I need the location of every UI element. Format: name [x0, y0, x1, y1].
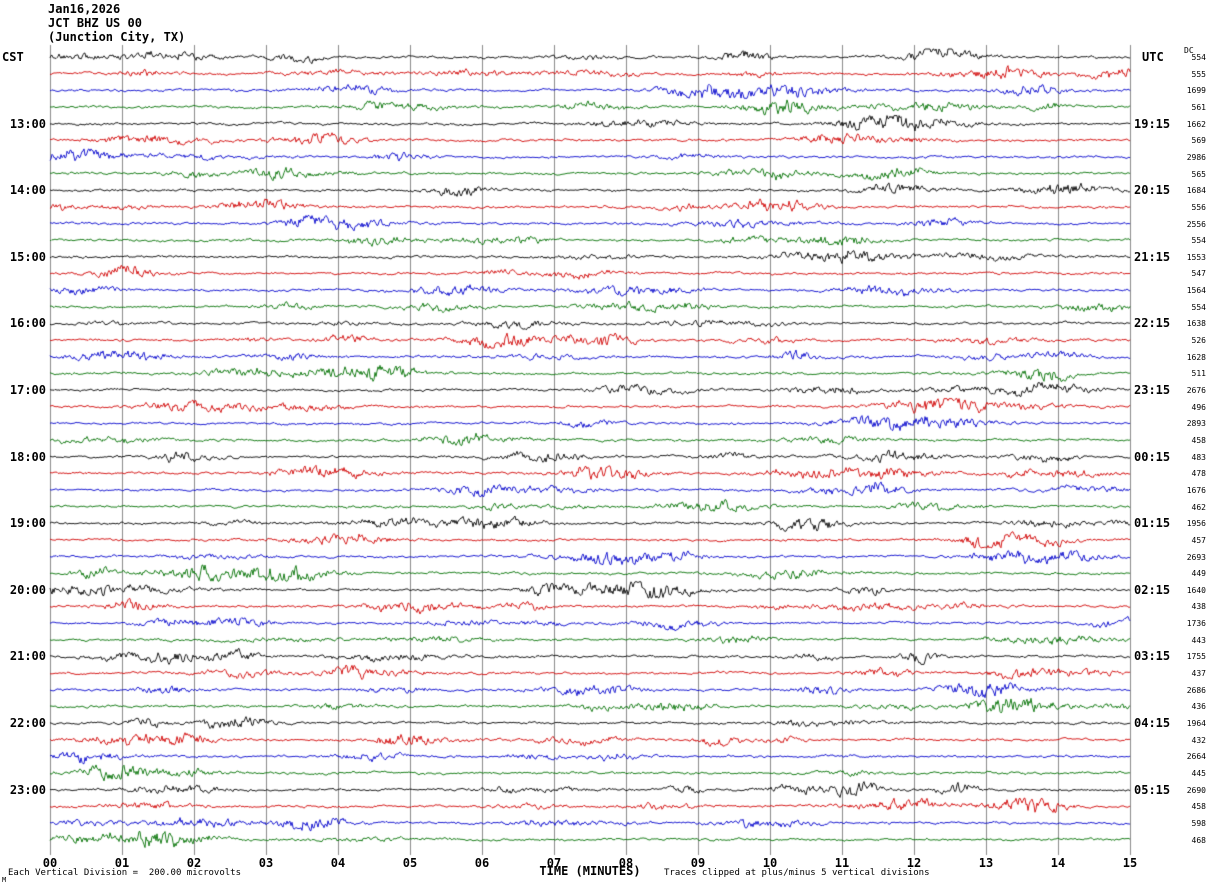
trace-counts-value: 468 [1191, 835, 1206, 845]
x-tick-label: 13 [978, 856, 994, 870]
x-tick-label: 14 [1050, 856, 1066, 870]
trace-counts-value: 2893 [1186, 419, 1206, 429]
utc-hour-label: 04:15 [1134, 716, 1171, 730]
cst-hour-label: 14:00 [9, 183, 46, 198]
trace-counts-value: 1684 [1186, 186, 1206, 196]
trace-counts-value: 554 [1191, 236, 1206, 246]
cst-hour-label: 15:00 [9, 249, 46, 264]
trace-counts-value: 1755 [1186, 652, 1206, 662]
trace-counts-value: 565 [1191, 169, 1206, 179]
x-tick-label: 07 [546, 856, 562, 870]
trace-counts-value: 598 [1191, 818, 1206, 828]
right-timezone-label: UTC [1142, 50, 1164, 64]
trace-counts-value: 511 [1191, 369, 1206, 379]
cst-hour-label: 23:00 [9, 782, 46, 797]
cst-hour-label: 20:00 [9, 582, 46, 597]
trace-counts-value: 458 [1191, 435, 1206, 445]
x-tick-label: 00 [42, 856, 58, 870]
trace-counts-value: 555 [1191, 69, 1206, 79]
x-tick-label: 12 [906, 856, 922, 870]
trace-counts-value: 496 [1191, 402, 1206, 412]
trace-counts-value: 1638 [1186, 319, 1206, 329]
footer-scale-note: Each Vertical Division = 200.00 microvol… [8, 868, 241, 878]
trace-counts-value: 561 [1191, 102, 1206, 112]
x-tick-label: 03 [258, 856, 274, 870]
x-tick-label: 04 [330, 856, 346, 870]
x-tick-label: 02 [186, 856, 202, 870]
trace-counts-value: 436 [1191, 702, 1206, 712]
trace-counts-value: 2676 [1186, 386, 1206, 395]
utc-hour-label: 20:15 [1134, 183, 1171, 198]
header-location: (Junction City, TX) [48, 30, 186, 44]
footer-clip-note: Traces clipped at plus/minus 5 vertical … [664, 868, 930, 878]
header-date: Jan16,2026 [48, 2, 121, 16]
x-tick-label: 08 [618, 856, 634, 870]
trace-counts-value: 1640 [1186, 585, 1206, 595]
x-tick-label: 01 [114, 856, 130, 870]
header-station: JCT BHZ US 00 [48, 16, 142, 30]
utc-hour-label: 05:15 [1134, 782, 1171, 797]
cst-hour-label: 13:00 [9, 116, 46, 131]
trace-counts-value: 554 [1191, 53, 1206, 62]
x-axis-title: TIME (MINUTES) [539, 864, 641, 878]
trace-counts-value: 443 [1191, 635, 1206, 645]
x-tick-label: 11 [834, 856, 850, 870]
trace-counts-value: 2986 [1186, 152, 1206, 162]
left-timezone-label: CST [2, 50, 24, 64]
trace-counts-value: 1964 [1186, 719, 1206, 728]
utc-hour-label: 22:15 [1134, 316, 1171, 331]
trace-counts-value: 462 [1191, 502, 1206, 512]
cst-hour-label: 21:00 [9, 649, 46, 664]
x-tick-label: 09 [690, 856, 706, 870]
trace-counts-value: 1736 [1186, 619, 1206, 629]
cst-hour-label: 16:00 [9, 316, 46, 331]
utc-hour-label: 19:15 [1134, 116, 1171, 131]
trace-counts-value: 438 [1191, 602, 1206, 612]
x-tick-label: 15 [1122, 856, 1138, 870]
utc-hour-label: 21:15 [1134, 249, 1171, 264]
trace-counts-value: 1628 [1186, 352, 1206, 362]
cst-hour-label: 17:00 [9, 383, 46, 397]
trace-counts-value: 1699 [1186, 86, 1206, 96]
utc-hour-label: 02:15 [1134, 582, 1171, 597]
cst-hour-label: 18:00 [9, 449, 46, 464]
trace-counts-value: 449 [1191, 569, 1206, 579]
x-tick-label: 10 [762, 856, 778, 870]
cst-hour-label: 19:00 [9, 516, 46, 531]
trace-counts-value: 1956 [1186, 519, 1206, 529]
trace-counts-value: 1676 [1186, 485, 1206, 495]
trace-counts-value: 554 [1191, 302, 1206, 312]
trace-counts-value: 437 [1191, 669, 1206, 679]
trace-counts-value: 1553 [1186, 252, 1206, 262]
trace-counts-value: 547 [1191, 269, 1206, 279]
footer-corner-mark: M [2, 876, 7, 884]
trace-counts-value: 2690 [1186, 785, 1206, 795]
trace-counts-value: 2664 [1186, 752, 1206, 762]
trace-counts-value: 457 [1191, 535, 1206, 545]
utc-hour-label: 23:15 [1134, 383, 1171, 397]
x-tick-label: 06 [474, 856, 490, 870]
trace-counts-value: 2556 [1186, 219, 1206, 229]
utc-hour-label: 01:15 [1134, 516, 1171, 531]
trace-counts-value: 432 [1191, 735, 1206, 745]
utc-hour-label: 00:15 [1134, 449, 1171, 464]
x-tick-label: 05 [402, 856, 418, 870]
trace-counts-value: 458 [1191, 802, 1206, 812]
trace-counts-value: 478 [1191, 469, 1206, 479]
trace-counts-value: 483 [1191, 452, 1206, 462]
trace-counts-value: 1662 [1186, 119, 1206, 129]
trace-counts-value: 556 [1191, 202, 1206, 212]
cst-hour-label: 22:00 [9, 716, 46, 730]
trace-counts-value: 526 [1191, 336, 1206, 346]
trace-counts-value: 1564 [1186, 286, 1206, 296]
trace-counts-value: 2693 [1186, 552, 1206, 562]
trace-counts-value: 2686 [1186, 685, 1206, 695]
utc-hour-label: 03:15 [1134, 649, 1171, 664]
trace-counts-value: 445 [1191, 768, 1206, 778]
trace-counts-value: 569 [1191, 136, 1206, 146]
right-units-label: DC [1184, 46, 1194, 55]
